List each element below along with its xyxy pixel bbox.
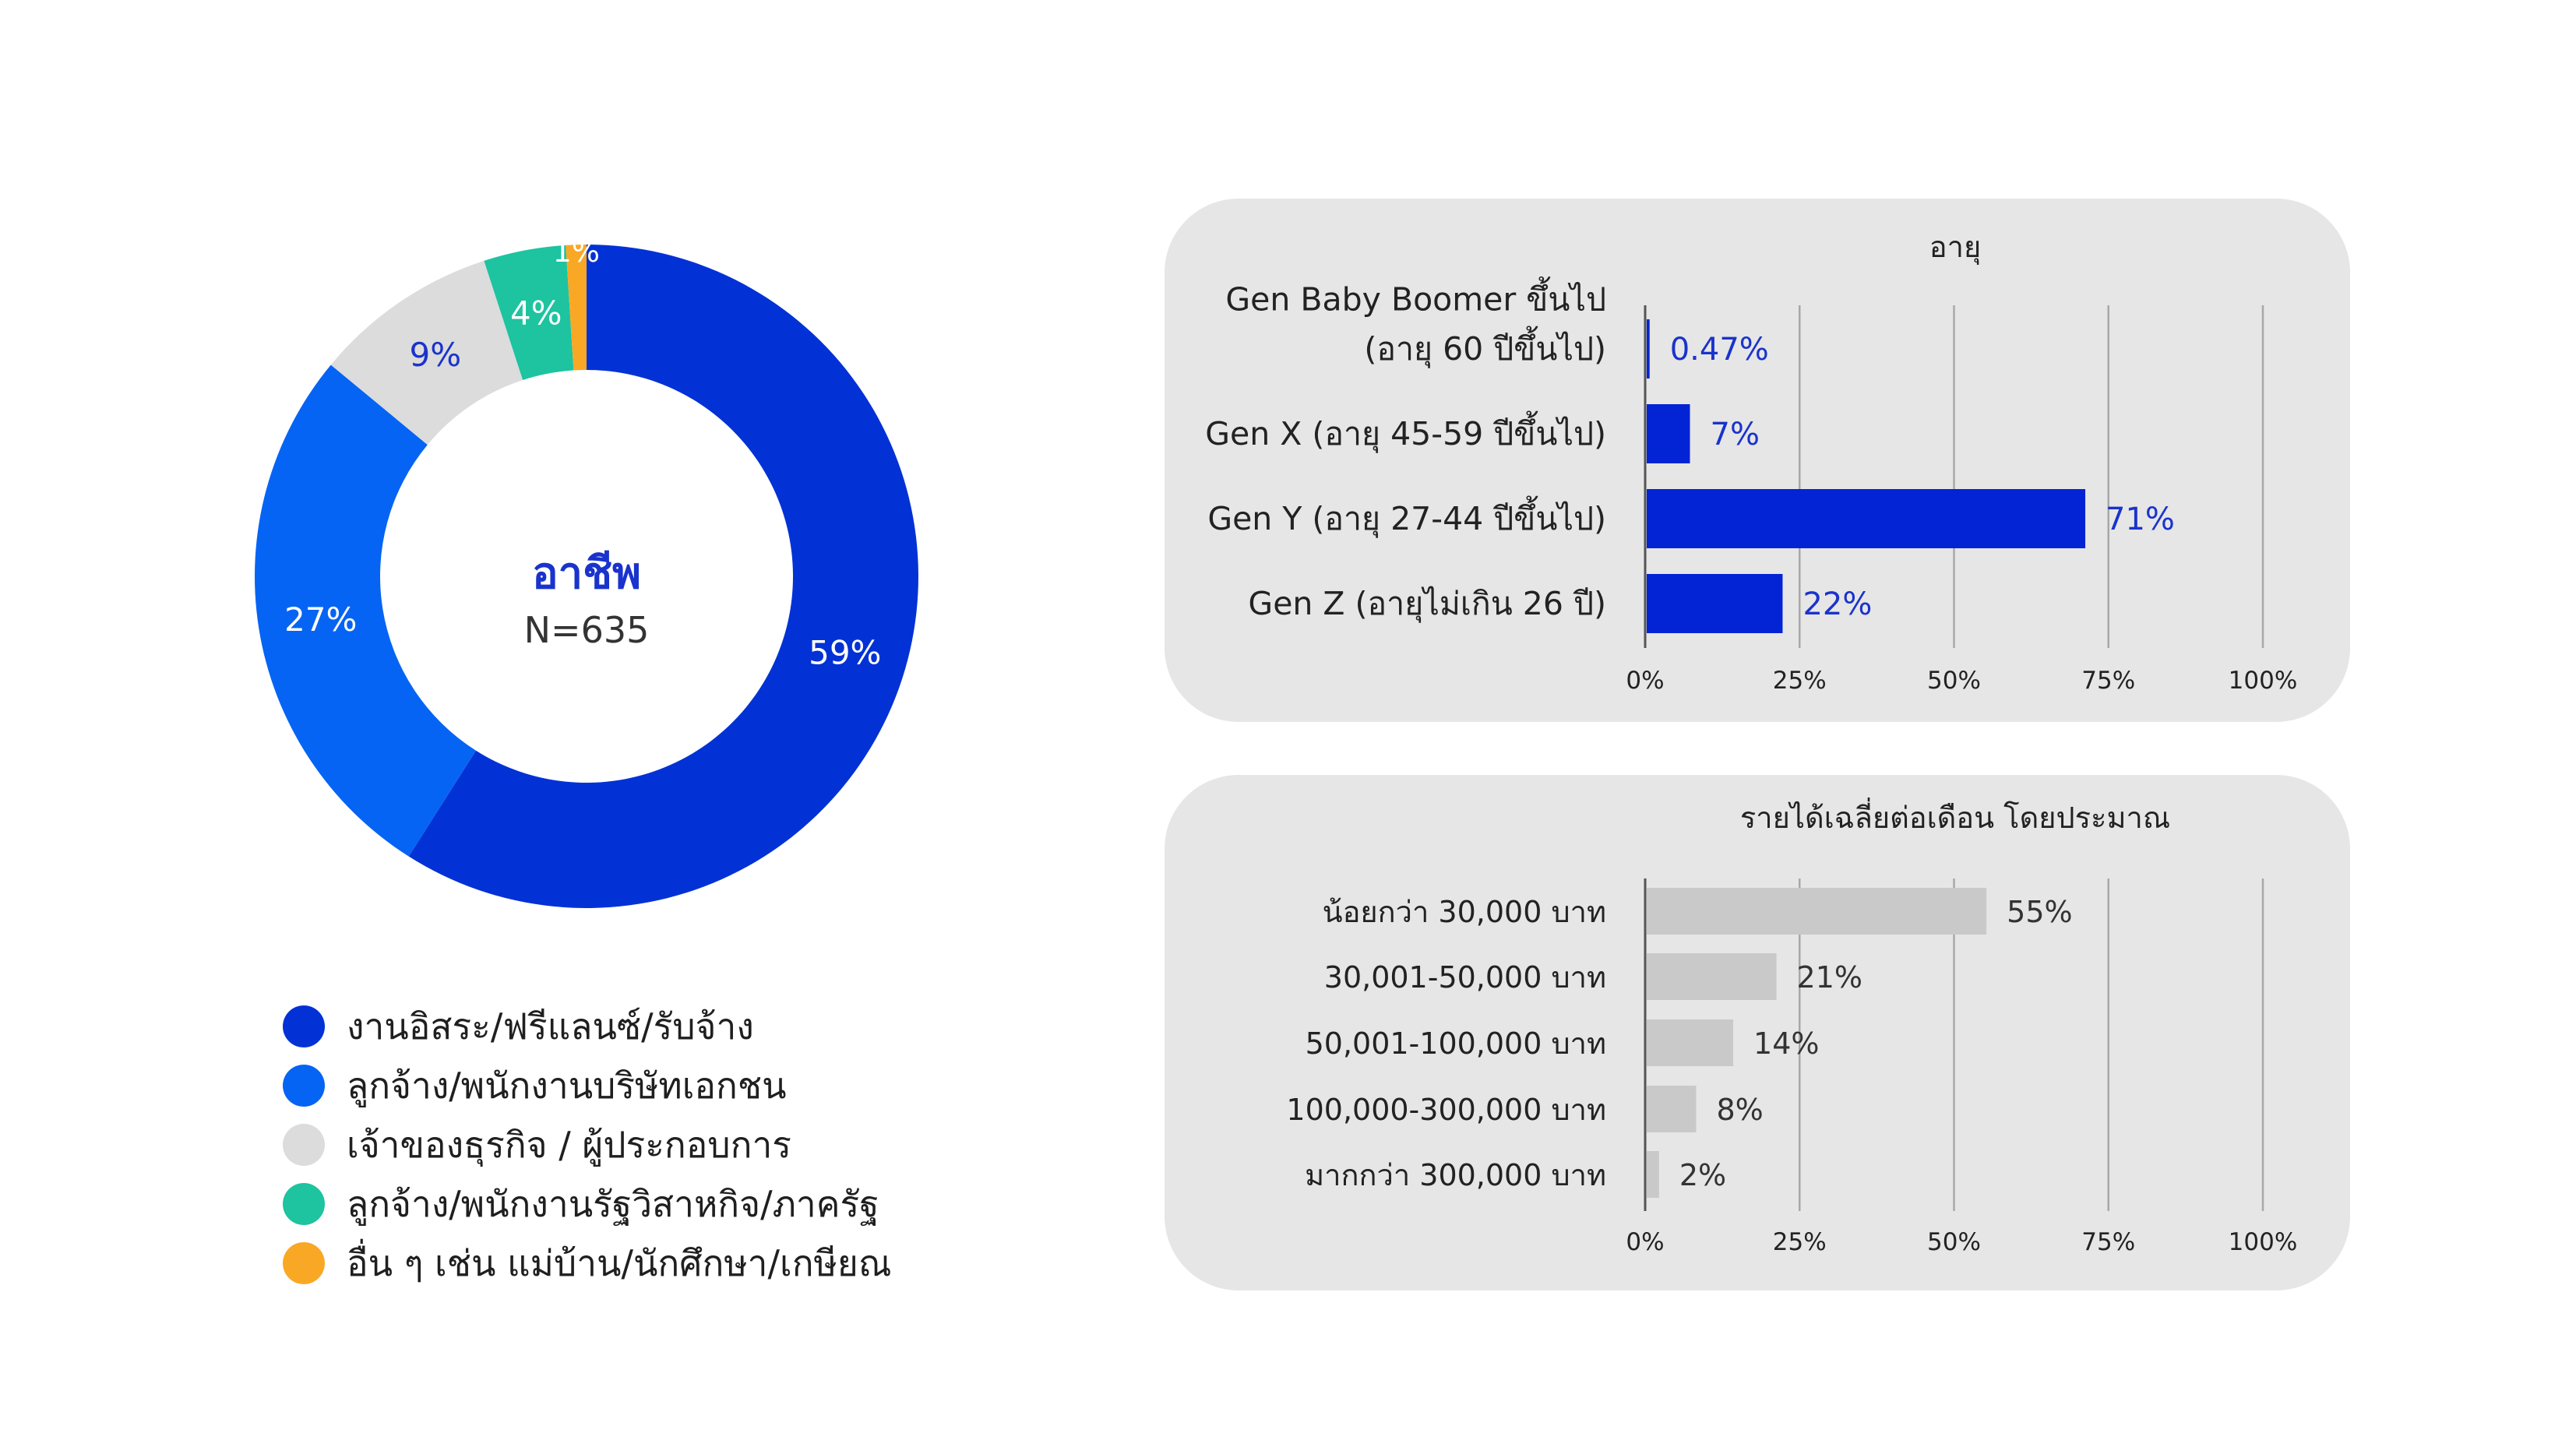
- income-bar-panel: รายได้เฉลี่ยต่อเดือน โดยประมาณ 0% 25% 50% 7…: [1165, 775, 2350, 1290]
- legend-swatch: [283, 1124, 325, 1166]
- bar: [1647, 953, 1777, 1000]
- legend-label: ลูกจ้าง/พนักงานรัฐวิสาหกิจ/ภาครัฐ: [347, 1183, 879, 1226]
- donut-slice-label: 59%: [809, 633, 881, 671]
- bar: [1647, 404, 1690, 463]
- x-tick-label: 0%: [1626, 667, 1664, 695]
- legend-swatch: [283, 1005, 325, 1047]
- legend-label: อื่น ๆ เช่น แม่บ้าน/นักศึกษา/เกษียณ: [347, 1238, 892, 1284]
- income-chart-title: รายได้เฉลี่ยต่อเดือน โดยประมาณ: [1740, 797, 2170, 835]
- donut-slice: [566, 245, 587, 371]
- category-label: 100,000-300,000 บาท: [1286, 1093, 1606, 1127]
- bar: [1647, 489, 2086, 548]
- donut-slice-label: 27%: [284, 600, 357, 639]
- bar: [1647, 574, 1783, 633]
- donut-slice: [408, 245, 918, 908]
- bar-value-label: 2%: [1679, 1158, 1726, 1192]
- legend-label: งานอิสระ/ฟรีแลนซ์/รับจ้าง: [347, 1005, 754, 1047]
- bar: [1647, 1151, 1659, 1198]
- occupation-legend: งานอิสระ/ฟรีแลนซ์/รับจ้างลูกจ้าง/พนักงาน…: [283, 1005, 892, 1284]
- legend-label: ลูกจ้าง/พนักงานบริษัทเอกชน: [347, 1065, 787, 1107]
- bar: [1647, 1086, 1697, 1132]
- category-label: (อายุ 60 ปีขึ้นไป): [1364, 326, 1606, 368]
- bar: [1647, 1019, 1734, 1066]
- category-label: 50,001-100,000 บาท: [1306, 1026, 1606, 1061]
- donut-slice-label: 1%: [553, 234, 600, 269]
- bar-value-label: 7%: [1711, 417, 1760, 452]
- donut-title: อาชีพ: [532, 548, 641, 599]
- category-label: Gen Y (อายุ 27-44 ปีขึ้นไป): [1207, 495, 1606, 538]
- occupation-donut-chart: 59% 27% 9% 4% 1%: [254, 234, 918, 908]
- donut-slice: [484, 245, 574, 380]
- x-tick-label: 100%: [2229, 667, 2298, 695]
- bar-value-label: 55%: [2007, 895, 2072, 929]
- bar-value-label: 0.47%: [1670, 332, 1769, 368]
- x-tick-label: 100%: [2229, 1228, 2298, 1256]
- x-tick-label: 0%: [1626, 1228, 1664, 1256]
- x-tick-label: 25%: [1773, 667, 1827, 695]
- category-label: Gen X (อายุ 45-59 ปีขึ้นไป): [1205, 410, 1606, 453]
- age-chart-title: อายุ: [1929, 230, 1981, 265]
- x-tick-label: 50%: [1927, 1228, 1981, 1256]
- donut-slice-label: 9%: [409, 336, 461, 374]
- bar-value-label: 8%: [1716, 1093, 1763, 1127]
- x-tick-label: 75%: [2081, 1228, 2135, 1256]
- age-bar-panel: อายุ 0% 25% 50% 75% 100% 0.47% Gen Baby Boomer…: [1165, 199, 2350, 722]
- bar: [1647, 319, 1650, 378]
- legend-swatch: [283, 1183, 325, 1225]
- bar-value-label: 14%: [1753, 1026, 1819, 1061]
- donut-slice: [254, 364, 477, 857]
- x-tick-label: 75%: [2081, 667, 2135, 695]
- category-label: Gen Z (อายุไม่เกิน 26 ปี): [1248, 585, 1606, 623]
- donut-slice-label: 4%: [510, 294, 562, 333]
- legend-swatch: [283, 1242, 325, 1284]
- age-panel-background: [1165, 199, 2350, 722]
- donut-subtitle: N=635: [524, 609, 650, 651]
- legend-label: เจ้าของธุรกิจ / ผู้ประกอบการ: [347, 1124, 791, 1167]
- bar-value-label: 22%: [1802, 586, 1872, 622]
- category-label: มากกว่า 300,000 บาท: [1305, 1158, 1606, 1192]
- age-bar-chart: 0% 25% 50% 75% 100% 0.47% Gen Baby Boomer ขึ้น…: [1205, 276, 2297, 695]
- bar: [1647, 888, 1987, 935]
- category-label: Gen Baby Boomer ขึ้นไป: [1225, 276, 1606, 318]
- bar-value-label: 21%: [1797, 960, 1862, 995]
- category-label: 30,001-50,000 บาท: [1324, 960, 1606, 995]
- income-bar-chart: 0% 25% 50% 75% 100% 55% น้อยกว่า 30,000 บาท 21%…: [1286, 878, 2297, 1256]
- x-tick-label: 25%: [1773, 1228, 1827, 1256]
- donut-slice: [330, 260, 523, 445]
- legend-swatch: [283, 1065, 325, 1107]
- bar-value-label: 71%: [2106, 502, 2175, 537]
- income-panel-background: [1165, 775, 2350, 1290]
- category-label: น้อยกว่า 30,000 บาท: [1323, 895, 1606, 929]
- x-tick-label: 50%: [1927, 667, 1981, 695]
